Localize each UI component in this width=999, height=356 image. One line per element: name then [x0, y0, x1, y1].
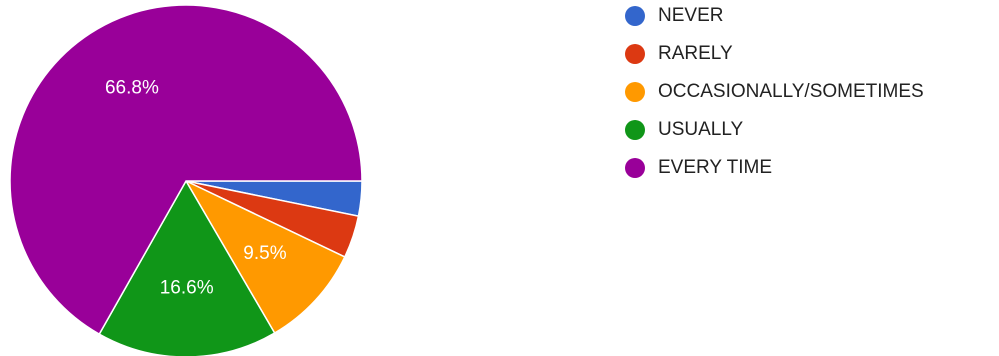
- legend-label: RARELY: [658, 43, 733, 64]
- legend-swatch: [625, 158, 645, 178]
- pie-slices: [9, 4, 363, 356]
- pie-slice-occasionally-sometimes: [184, 179, 346, 335]
- pie-slice-usually: [98, 179, 276, 356]
- legend-swatch: [625, 82, 645, 102]
- legend-label: USUALLY: [658, 119, 744, 140]
- legend-label: OCCASIONALLY/SOMETIMES: [658, 81, 924, 102]
- legend-swatch: [625, 44, 645, 64]
- legend: NEVER RARELY OCCASIONALLY/SOMETIMES USUALLY…: [625, 5, 924, 178]
- legend-swatch: [625, 6, 645, 26]
- legend-label: EVERY TIME: [658, 157, 772, 178]
- legend-label: NEVER: [658, 5, 723, 26]
- pie-data-label: 66.8%: [105, 77, 159, 98]
- pie-data-label: 9.5%: [243, 243, 286, 264]
- pie-slice-every-time: [9, 4, 363, 336]
- pie-data-label: 16.6%: [160, 277, 214, 298]
- pie-slice-labels: 9.5% 16.6% 66.8%: [105, 77, 287, 298]
- legend-swatch: [625, 120, 645, 140]
